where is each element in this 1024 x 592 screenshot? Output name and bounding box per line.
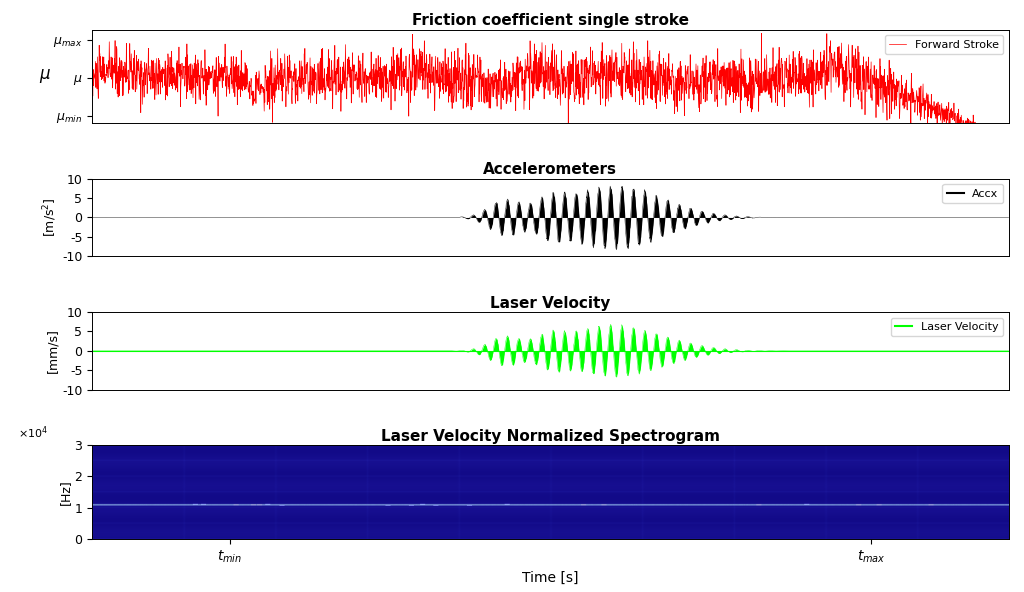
Forward Stroke bbox=[985, 130, 997, 137]
Forward Stroke bbox=[477, 86, 489, 94]
Y-axis label: [mm/s]: [mm/s] bbox=[46, 329, 59, 374]
Legend: Forward Stroke: Forward Stroke bbox=[885, 35, 1004, 54]
Forward Stroke bbox=[999, 144, 1012, 151]
Title: Laser Velocity Normalized Spectrogram: Laser Velocity Normalized Spectrogram bbox=[381, 429, 720, 444]
Forward Stroke bbox=[245, 75, 257, 82]
Legend: Accx: Accx bbox=[942, 184, 1004, 203]
X-axis label: Time [s]: Time [s] bbox=[522, 571, 579, 584]
Legend: Laser Velocity: Laser Velocity bbox=[891, 317, 1004, 336]
Y-axis label: $\mu$: $\mu$ bbox=[39, 67, 51, 85]
Forward Stroke bbox=[86, 58, 98, 65]
Forward Stroke bbox=[437, 90, 450, 97]
Y-axis label: [m/s$^2$]: [m/s$^2$] bbox=[42, 198, 59, 237]
Forward Stroke bbox=[190, 79, 203, 86]
Forward Stroke bbox=[1002, 136, 1015, 143]
Y-axis label: [Hz]: [Hz] bbox=[58, 479, 72, 505]
Title: Friction coefficient single stroke: Friction coefficient single stroke bbox=[412, 14, 689, 28]
Title: Accelerometers: Accelerometers bbox=[483, 162, 617, 178]
Line: Forward Stroke: Forward Stroke bbox=[92, 33, 1009, 147]
Forward Stroke bbox=[756, 30, 768, 37]
Forward Stroke bbox=[886, 89, 898, 96]
Text: $\times 10^4$: $\times 10^4$ bbox=[17, 424, 48, 441]
Title: Laser Velocity: Laser Velocity bbox=[490, 296, 610, 311]
